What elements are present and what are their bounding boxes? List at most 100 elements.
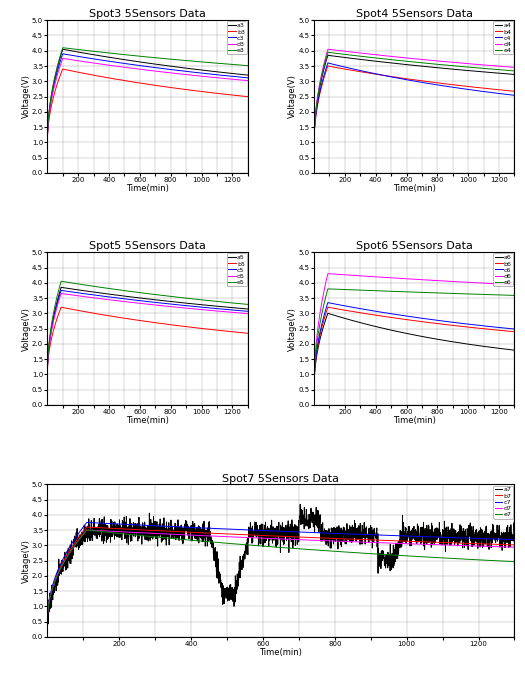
d5 xyxy=(55,298,61,306)
b5 xyxy=(44,401,50,409)
c5 xyxy=(55,295,61,303)
X-axis label: Time(min): Time(min) xyxy=(259,648,302,657)
b6 xyxy=(443,321,449,329)
c4 xyxy=(311,168,317,177)
e4 xyxy=(322,57,328,65)
e4 xyxy=(443,61,449,69)
e5 xyxy=(176,293,182,301)
c7 xyxy=(351,530,358,539)
a6 xyxy=(324,309,331,317)
e4 xyxy=(511,67,518,75)
e7 xyxy=(407,552,414,560)
c6 xyxy=(443,317,449,326)
b3 xyxy=(176,85,182,93)
e6 xyxy=(511,291,518,299)
b5 xyxy=(176,321,182,330)
b6 xyxy=(322,311,328,319)
c5 xyxy=(200,303,206,311)
b5 xyxy=(58,303,64,311)
a7 xyxy=(351,516,358,524)
d4 xyxy=(324,45,331,53)
Line: b6: b6 xyxy=(314,307,514,405)
e6 xyxy=(322,295,328,303)
Line: e3: e3 xyxy=(47,48,248,173)
b5 xyxy=(204,325,211,333)
c4 xyxy=(324,59,331,67)
d7 xyxy=(407,540,414,548)
e7 xyxy=(417,553,424,561)
b4 xyxy=(467,83,473,91)
b7 xyxy=(148,526,154,534)
Y-axis label: Voltage(V): Voltage(V) xyxy=(22,75,30,119)
b6 xyxy=(511,328,518,336)
e6 xyxy=(355,286,362,294)
d7 xyxy=(83,526,90,534)
Line: d7: d7 xyxy=(47,530,514,637)
a7 xyxy=(407,530,414,538)
a5 xyxy=(200,301,206,309)
a3 xyxy=(71,47,78,55)
b4 xyxy=(471,83,477,91)
d7 xyxy=(148,529,154,537)
Title: Spot7 5Sensors Data: Spot7 5Sensors Data xyxy=(223,474,339,483)
a4 xyxy=(311,168,317,177)
e4 xyxy=(324,49,331,57)
c6 xyxy=(311,401,317,409)
b3 xyxy=(204,88,211,96)
b6 xyxy=(355,309,362,317)
d6 xyxy=(471,278,477,286)
Line: e7: e7 xyxy=(47,530,514,637)
d5 xyxy=(71,291,78,299)
c5 xyxy=(58,286,64,295)
d6 xyxy=(311,401,317,409)
b5 xyxy=(200,325,206,333)
b4 xyxy=(311,168,317,177)
d5 xyxy=(200,306,206,314)
Line: e5: e5 xyxy=(47,281,248,405)
b6 xyxy=(467,324,473,332)
e7 xyxy=(108,528,114,537)
d4 xyxy=(443,58,449,66)
d6 xyxy=(511,280,518,288)
d4 xyxy=(355,49,362,57)
e7 xyxy=(511,557,518,565)
a7 xyxy=(44,632,50,640)
a4 xyxy=(355,55,362,63)
a5 xyxy=(204,301,211,309)
d3 xyxy=(59,55,66,63)
Legend: a3, b3, c3, d3, e3: a3, b3, c3, d3, e3 xyxy=(227,22,247,55)
d6 xyxy=(338,270,344,278)
d5 xyxy=(176,303,182,311)
c5 xyxy=(204,304,211,312)
a7 xyxy=(70,545,77,553)
a5 xyxy=(89,288,95,296)
e7 xyxy=(44,633,50,641)
e3 xyxy=(89,47,95,55)
d4 xyxy=(511,63,518,71)
e5 xyxy=(89,282,95,290)
c3 xyxy=(176,67,182,75)
Line: e6: e6 xyxy=(314,289,514,405)
b7 xyxy=(417,538,424,546)
a5 xyxy=(44,401,50,409)
Legend: a7, b7, c7, d7, e7: a7, b7, c7, d7, e7 xyxy=(494,485,513,518)
b6 xyxy=(338,305,344,313)
e7 xyxy=(83,526,90,534)
b3 xyxy=(59,65,66,73)
e3 xyxy=(200,58,206,66)
c6 xyxy=(467,320,473,328)
c3 xyxy=(200,69,206,78)
a3 xyxy=(89,51,95,59)
Title: Spot3 5Sensors Data: Spot3 5Sensors Data xyxy=(89,9,206,20)
a7 xyxy=(511,537,518,545)
Y-axis label: Voltage(V): Voltage(V) xyxy=(288,75,297,119)
d6 xyxy=(443,277,449,285)
c4 xyxy=(443,82,449,90)
c7 xyxy=(511,536,518,544)
d4 xyxy=(467,60,473,68)
e7 xyxy=(351,549,358,557)
a6 xyxy=(511,346,518,355)
e5 xyxy=(55,286,61,295)
a7 xyxy=(148,532,154,541)
e6 xyxy=(338,285,344,293)
